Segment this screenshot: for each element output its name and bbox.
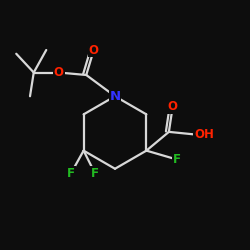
Text: N: N [110,90,120,103]
Text: OH: OH [194,128,214,141]
Text: F: F [172,153,180,166]
Text: F: F [67,166,75,179]
Text: O: O [54,66,64,79]
Text: O: O [89,44,99,57]
Text: F: F [91,166,99,179]
Text: O: O [168,100,178,114]
